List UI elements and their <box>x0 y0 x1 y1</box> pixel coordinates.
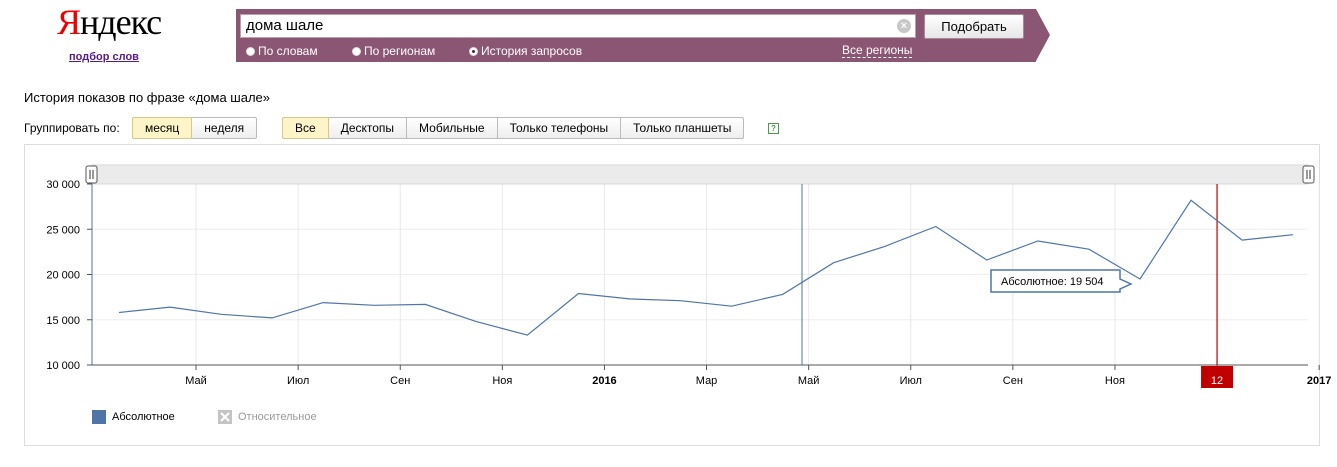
data-point[interactable] <box>117 310 122 315</box>
group-week-button[interactable]: неделя <box>192 117 258 139</box>
data-point[interactable] <box>423 302 428 307</box>
data-point[interactable] <box>984 258 989 263</box>
radio-icon <box>352 46 361 56</box>
x-tick-label: Июл <box>287 375 309 387</box>
x-tick-label: Июл <box>900 375 922 387</box>
tooltip-text: Абсолютное: 19 504 <box>1001 276 1104 288</box>
data-point[interactable] <box>882 244 887 249</box>
range-handle-right[interactable] <box>1302 165 1315 184</box>
y-tick-label: 15 000 <box>46 315 80 327</box>
mode-label: По регионам <box>364 44 436 58</box>
series-line-absolute <box>118 199 1294 336</box>
legend-item-relative[interactable]: Относительное <box>218 410 317 424</box>
y-tick-label: 25 000 <box>46 224 80 236</box>
search-bar-arrow <box>1036 9 1050 61</box>
submit-button[interactable]: Подобрать <box>924 14 1024 39</box>
data-point[interactable] <box>678 298 683 303</box>
legend-label: Абсолютное <box>112 411 175 423</box>
legend-swatch-relative <box>218 410 232 424</box>
legend-label: Относительное <box>238 411 317 423</box>
legend-swatch-absolute <box>92 410 106 424</box>
x-tick-label: Ноя <box>1105 375 1125 387</box>
data-point[interactable] <box>729 304 734 309</box>
data-point[interactable] <box>576 291 581 296</box>
x-tick-label: Сен <box>1003 375 1023 387</box>
device-phones-button[interactable]: Только телефоны <box>497 117 622 139</box>
device-tablets-button[interactable]: Только планшеты <box>621 117 745 139</box>
data-point[interactable] <box>1240 238 1245 243</box>
data-point[interactable] <box>780 292 785 297</box>
data-point[interactable] <box>372 303 377 308</box>
search-input[interactable]: дома шале <box>240 14 916 38</box>
device-all-button[interactable]: Все <box>282 117 329 139</box>
data-point[interactable] <box>627 296 632 301</box>
y-tick-label: 20 000 <box>46 270 80 282</box>
x-tick-label: Май <box>185 375 207 387</box>
x-tick-label-highlight: 12 <box>1211 375 1223 387</box>
yandex-logo[interactable]: Яндекс <box>57 2 162 42</box>
group-by-buttons: месяц неделя <box>132 117 258 139</box>
x-tick-label: 2016 <box>592 375 616 387</box>
data-point[interactable] <box>1035 239 1040 244</box>
x-tick-label: 2017 <box>1307 375 1331 387</box>
device-buttons: Все Десктопы Мобильные Только телефоны Т… <box>282 117 745 139</box>
y-tick-label: 10 000 <box>46 360 80 372</box>
data-point[interactable] <box>1138 276 1143 281</box>
mode-by-words[interactable]: По словам <box>246 44 318 58</box>
clear-icon[interactable]: × <box>897 19 911 33</box>
logo-rest: ндекс <box>80 2 162 42</box>
data-point[interactable] <box>831 260 836 265</box>
data-point[interactable] <box>1086 247 1091 252</box>
data-point[interactable] <box>474 319 479 324</box>
data-point[interactable] <box>1291 232 1296 237</box>
x-tick-label: Май <box>798 375 820 387</box>
data-point[interactable] <box>219 312 224 317</box>
group-label: Группировать по: <box>24 121 120 135</box>
data-point[interactable] <box>270 315 275 320</box>
group-month-button[interactable]: месяц <box>132 117 193 139</box>
regions-link[interactable]: Все регионы <box>842 43 913 58</box>
radio-icon <box>246 46 255 56</box>
data-point[interactable] <box>168 305 173 310</box>
highlight-label-bg <box>1201 366 1234 388</box>
mode-by-regions[interactable]: По регионам <box>352 44 435 58</box>
mode-label: История запросов <box>481 44 583 58</box>
x-tick-label: Сен <box>390 375 410 387</box>
device-mobile-button[interactable]: Мобильные <box>407 117 498 139</box>
device-desktop-button[interactable]: Десктопы <box>328 117 408 139</box>
range-scrollbar[interactable] <box>91 164 1309 185</box>
tooltip: Абсолютное: 19 504 <box>990 269 1133 293</box>
data-point[interactable] <box>933 224 938 229</box>
x-tick-label: Мар <box>696 375 718 387</box>
mode-label: По словам <box>258 44 318 58</box>
data-point[interactable] <box>1189 198 1194 203</box>
x-tick-label: Ноя <box>492 375 512 387</box>
radio-checked-icon <box>469 46 478 56</box>
service-link[interactable]: подбор слов <box>69 51 139 63</box>
page-title: История показов по фразе «дома шале» <box>24 90 270 105</box>
data-point[interactable] <box>321 300 326 305</box>
range-handle-left[interactable] <box>85 165 98 184</box>
data-point[interactable] <box>525 333 530 338</box>
mode-history[interactable]: История запросов <box>469 44 582 58</box>
y-tick-label: 30 000 <box>46 179 80 191</box>
legend-item-absolute[interactable]: Абсолютное <box>92 410 175 424</box>
logo-first-letter: Я <box>57 2 81 42</box>
help-icon[interactable]: ? <box>768 123 779 134</box>
